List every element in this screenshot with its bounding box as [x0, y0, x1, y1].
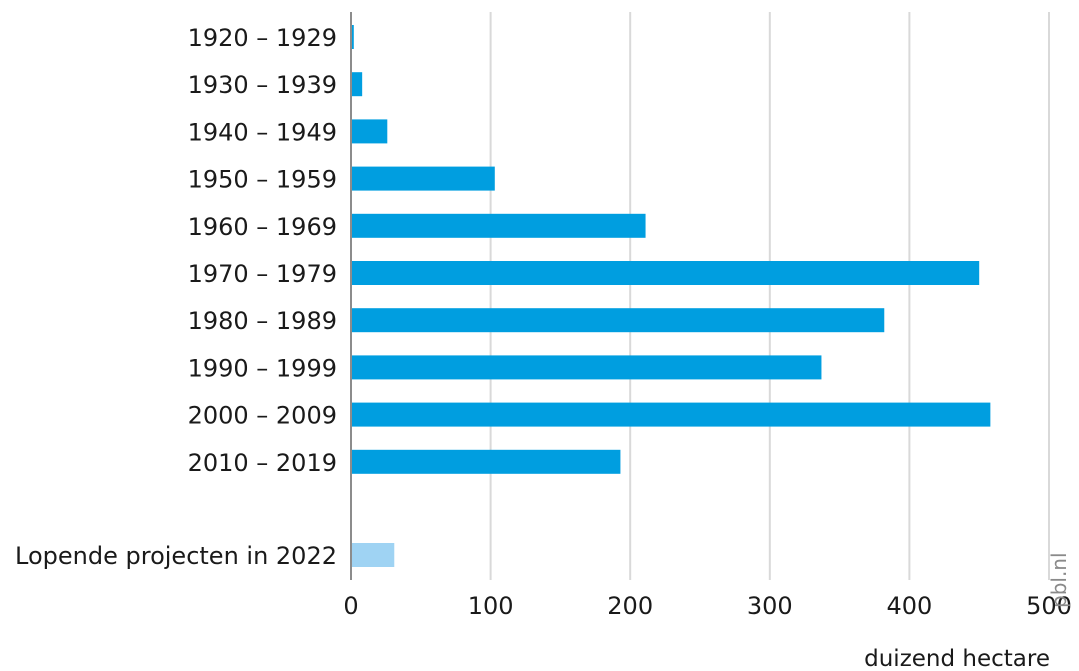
bar-11 — [351, 543, 395, 567]
category-label-1: 1920 – 1929 — [188, 24, 337, 52]
x-tick-label-500: 500 — [1026, 592, 1072, 620]
x-axis-title: duizend hectare — [864, 646, 1050, 671]
bars — [351, 25, 991, 567]
x-tick-label-0: 0 — [343, 592, 358, 620]
x-tick-label-200: 200 — [607, 592, 653, 620]
category-label-7: 1980 – 1989 — [188, 307, 337, 335]
bar-3 — [351, 119, 388, 144]
category-label-9: 2000 – 2009 — [188, 402, 337, 430]
bar-6 — [351, 261, 980, 285]
x-tick-label-100: 100 — [468, 592, 514, 620]
category-label-4: 1950 – 1959 — [188, 166, 337, 194]
category-label-10: 2010 – 2019 — [188, 449, 337, 477]
category-label-8: 1990 – 1999 — [188, 354, 337, 382]
bar-2 — [351, 72, 363, 97]
category-label-2: 1930 – 1939 — [188, 71, 337, 99]
source-label: pbl.nl — [1047, 552, 1071, 608]
gridlines — [489, 12, 1050, 580]
category-label-5: 1960 – 1969 — [188, 213, 337, 241]
bar-7 — [351, 308, 885, 333]
category-label-3: 1940 – 1949 — [188, 118, 337, 146]
category-label-11: Lopende projecten in 2022 — [15, 542, 337, 570]
x-tick-label-300: 300 — [747, 592, 793, 620]
bar-10 — [351, 449, 621, 474]
bar-9 — [351, 402, 991, 427]
x-tick-label-400: 400 — [886, 592, 932, 620]
bar-5 — [351, 213, 646, 238]
bar-8 — [351, 355, 822, 380]
x-tick-labels: 0 100 200 300 400 500 — [343, 592, 1072, 620]
bar-1 — [351, 25, 354, 49]
bar-4 — [351, 166, 495, 191]
category-label-6: 1970 – 1979 — [188, 260, 337, 288]
category-labels: 1920 – 1929 1930 – 1939 1940 – 1949 1950 – … — [15, 24, 337, 570]
